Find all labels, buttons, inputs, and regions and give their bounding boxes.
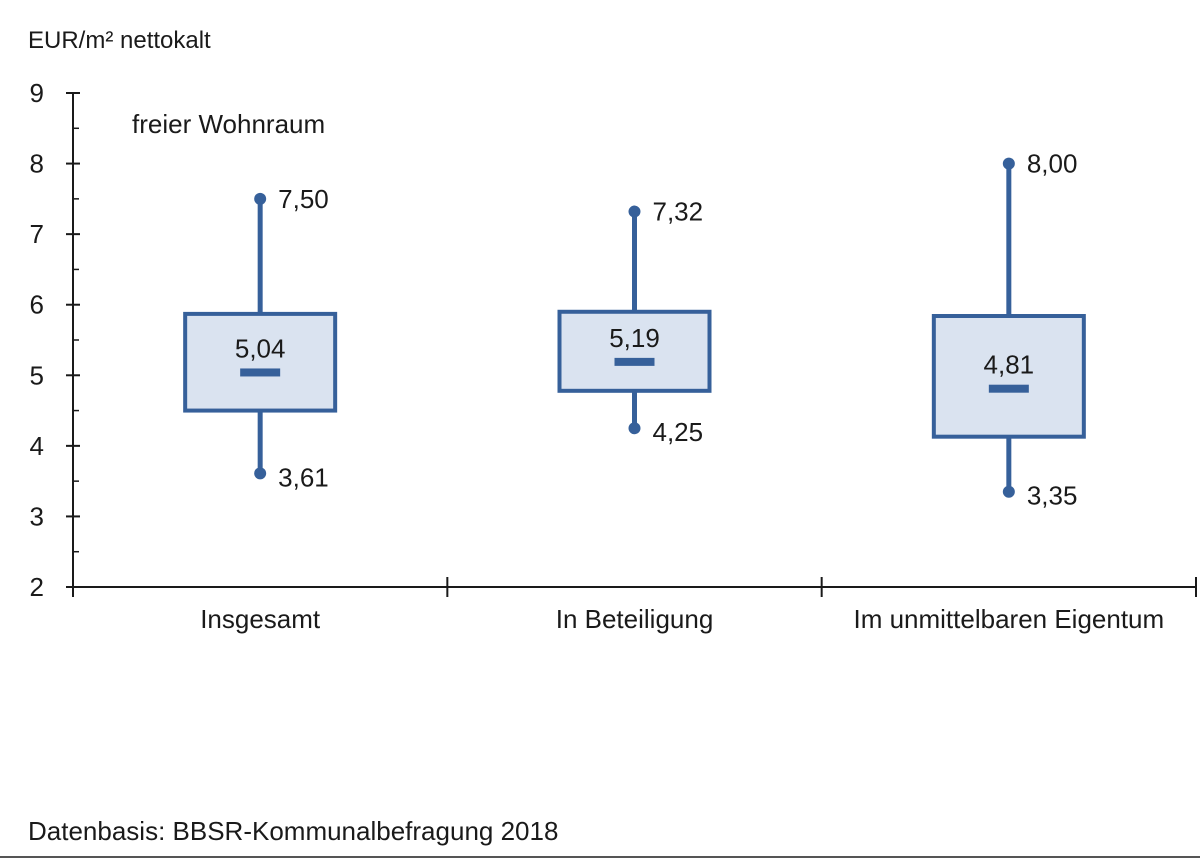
median-label: 5,04 xyxy=(235,333,286,363)
median-label: 5,19 xyxy=(609,323,660,353)
median-label: 4,81 xyxy=(984,350,1035,380)
y-tick-label: 8 xyxy=(30,149,44,179)
min-point xyxy=(1002,485,1015,498)
iqr-box xyxy=(183,311,338,413)
max-label: 7,50 xyxy=(278,184,329,214)
box-group: 5,04 7,50 3,61 xyxy=(183,184,338,492)
max-point xyxy=(1002,157,1015,170)
y-axis-label: EUR/m² nettokalt xyxy=(28,27,211,54)
median-marker xyxy=(988,384,1029,393)
y-tick-label: 6 xyxy=(30,290,44,320)
max-label: 8,00 xyxy=(1027,149,1078,179)
box-group: 4,81 8,00 3,35 xyxy=(931,149,1086,511)
max-point xyxy=(628,205,641,218)
y-tick-label: 7 xyxy=(30,219,44,249)
iqr-box xyxy=(557,309,712,393)
x-tick-label: In Beteiligung xyxy=(556,604,714,634)
footer-rule xyxy=(0,856,1200,858)
min-label: 4,25 xyxy=(653,417,704,447)
y-tick-label: 2 xyxy=(30,572,44,602)
max-point xyxy=(254,192,267,205)
axis-layer: 2 3 4 5 6 7 8 9 Insgesamt In Beteiligung Im unmitt… xyxy=(30,78,1197,634)
y-tick-label: 3 xyxy=(30,501,44,531)
y-tick-label: 4 xyxy=(30,431,44,461)
chart-annotation: freier Wohnraum xyxy=(132,109,325,139)
y-tick-label: 9 xyxy=(30,78,44,108)
x-tick-label: Insgesamt xyxy=(200,604,321,634)
min-point xyxy=(254,467,267,480)
box-layer: 5,04 7,50 3,61 5,19 7,32 4,25 4,81 8,00 3,35 xyxy=(183,149,1086,511)
median-marker xyxy=(614,357,655,366)
iqr-box xyxy=(931,314,1086,439)
box-group: 5,19 7,32 4,25 xyxy=(557,197,712,447)
min-label: 3,61 xyxy=(278,462,329,492)
min-point xyxy=(628,422,641,435)
median-marker xyxy=(240,368,281,377)
y-tick-label: 5 xyxy=(30,360,44,390)
x-tick-label: Im unmittelbaren Eigentum xyxy=(853,604,1164,634)
min-label: 3,35 xyxy=(1027,481,1078,511)
footer-source: Datenbasis: BBSR-Kommunalbefragung 2018 xyxy=(28,816,558,846)
max-label: 7,32 xyxy=(653,197,704,227)
